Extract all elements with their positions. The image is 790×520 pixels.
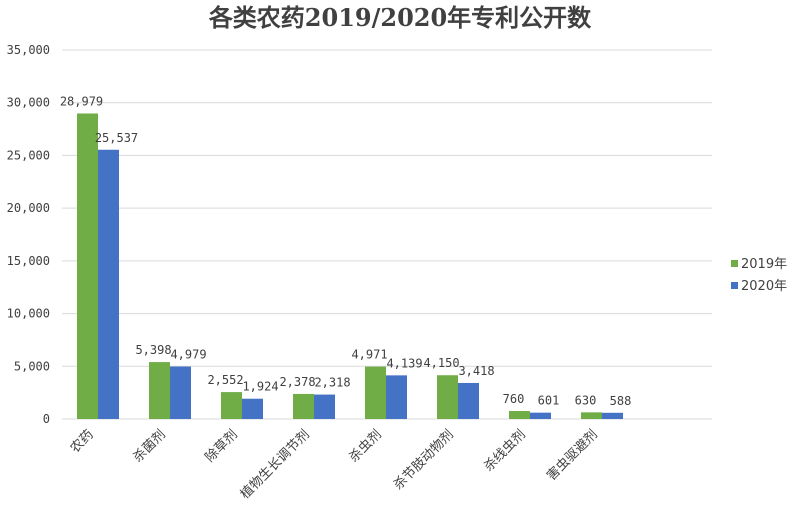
category-label: 杀节肢动物剂 [390, 427, 456, 493]
bar-2019 [437, 375, 458, 419]
category-label: 农药 [68, 427, 97, 456]
bar-2020 [602, 412, 623, 419]
bar-2019 [221, 392, 242, 419]
category-label: 杀菌剂 [131, 427, 169, 465]
data-label: 4,979 [170, 348, 206, 362]
bar-2020 [242, 398, 263, 419]
data-label: 25,537 [95, 131, 138, 145]
y-tick-label: 20,000 [7, 201, 50, 215]
category-label: 除草剂 [203, 427, 241, 465]
data-label: 28,979 [60, 94, 103, 108]
y-tick-label: 0 [43, 412, 50, 426]
data-label: 4,150 [423, 356, 459, 370]
data-label: 4,139 [386, 356, 422, 370]
bar-2019 [77, 113, 98, 419]
bar-2019 [365, 366, 386, 419]
category-label: 害虫驱避剂 [544, 427, 601, 484]
legend-label: 2020年 [741, 279, 787, 294]
category-label: 植物生长调节剂 [238, 427, 313, 502]
bar-2020 [98, 149, 119, 419]
bar-2020 [458, 382, 479, 419]
bar-2020 [314, 394, 335, 419]
bar-2019 [293, 393, 314, 419]
y-tick-label: 5,000 [14, 359, 50, 373]
data-label: 630 [575, 393, 597, 407]
bar-2019 [149, 362, 170, 419]
y-tick-label: 35,000 [7, 43, 50, 57]
category-label: 杀虫剂 [347, 427, 385, 465]
data-label: 1,924 [242, 380, 278, 394]
data-label: 3,418 [458, 364, 494, 378]
bar-2020 [530, 412, 551, 419]
data-label: 5,398 [135, 343, 171, 357]
data-label: 2,552 [207, 373, 243, 387]
data-label: 588 [610, 394, 632, 408]
y-tick-label: 10,000 [7, 307, 50, 321]
data-label: 760 [503, 392, 525, 406]
gridlines [62, 49, 712, 420]
chart-title: 各类农药2019/2020年专利公开数 [208, 3, 592, 32]
bar-2019 [581, 412, 602, 419]
y-axis-ticks: 0 5,000 10,000 15,000 20,000 25,000 30,000 35,0… [7, 43, 50, 426]
data-label: 2,318 [314, 376, 350, 390]
legend-label: 2019年 [741, 257, 787, 272]
bar-2020 [170, 366, 191, 419]
y-tick-label: 15,000 [7, 254, 50, 268]
bar-2019 [509, 410, 530, 419]
data-label: 2,378 [279, 375, 315, 389]
bars [77, 113, 623, 419]
legend-swatch [731, 282, 738, 289]
data-label: 601 [538, 394, 560, 408]
category-label: 杀线虫剂 [481, 427, 528, 474]
bar-2020 [386, 375, 407, 419]
data-label: 4,971 [351, 348, 387, 362]
legend-swatch [731, 260, 738, 267]
y-tick-label: 30,000 [7, 96, 50, 110]
legend: 2019年 2020年 [731, 257, 787, 294]
y-tick-label: 25,000 [7, 148, 50, 162]
